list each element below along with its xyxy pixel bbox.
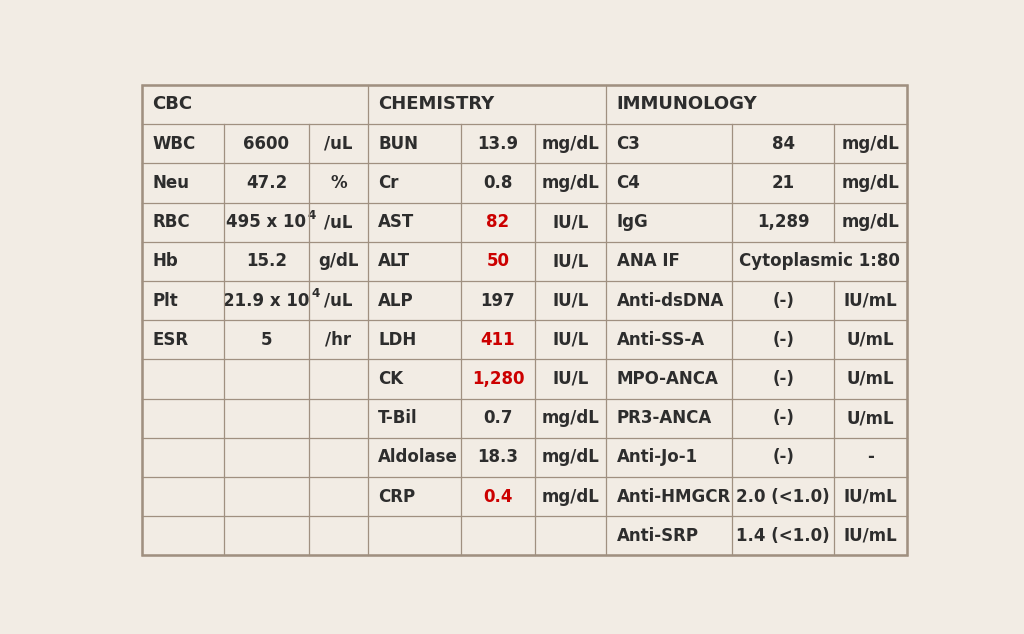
Text: U/mL: U/mL <box>847 409 895 427</box>
Text: 1,280: 1,280 <box>472 370 524 388</box>
Text: 5: 5 <box>261 331 272 349</box>
Text: /uL: /uL <box>325 213 352 231</box>
Text: g/dL: g/dL <box>318 252 358 270</box>
Text: 197: 197 <box>480 292 515 309</box>
Text: IU/mL: IU/mL <box>844 292 898 309</box>
Text: /hr: /hr <box>326 331 351 349</box>
Text: Hb: Hb <box>153 252 178 270</box>
Text: Plt: Plt <box>153 292 178 309</box>
Text: ESR: ESR <box>153 331 188 349</box>
Text: 411: 411 <box>480 331 515 349</box>
Text: RBC: RBC <box>153 213 190 231</box>
Text: 495 x 10: 495 x 10 <box>226 213 306 231</box>
Text: (-): (-) <box>772 292 795 309</box>
Text: ALT: ALT <box>378 252 411 270</box>
Text: IMMUNOLOGY: IMMUNOLOGY <box>616 96 758 113</box>
Text: U/mL: U/mL <box>847 331 895 349</box>
Text: 47.2: 47.2 <box>246 174 287 192</box>
Text: (-): (-) <box>772 370 795 388</box>
Text: T-Bil: T-Bil <box>378 409 418 427</box>
Text: U/mL: U/mL <box>847 370 895 388</box>
Text: IU/L: IU/L <box>552 370 589 388</box>
Text: CBC: CBC <box>153 96 193 113</box>
Text: %: % <box>330 174 347 192</box>
Text: 0.7: 0.7 <box>483 409 513 427</box>
Text: IU/L: IU/L <box>552 213 589 231</box>
Text: 0.4: 0.4 <box>483 488 513 506</box>
Text: mg/dL: mg/dL <box>542 134 599 153</box>
Text: 84: 84 <box>772 134 795 153</box>
Text: AST: AST <box>378 213 415 231</box>
Text: 0.8: 0.8 <box>483 174 513 192</box>
Text: 50: 50 <box>486 252 510 270</box>
Text: IU/L: IU/L <box>552 292 589 309</box>
Text: CRP: CRP <box>378 488 415 506</box>
Text: (-): (-) <box>772 409 795 427</box>
Text: C3: C3 <box>616 134 640 153</box>
Text: 2.0 (<1.0): 2.0 (<1.0) <box>736 488 830 506</box>
Text: IU/L: IU/L <box>552 331 589 349</box>
Text: Cytoplasmic 1:80: Cytoplasmic 1:80 <box>739 252 900 270</box>
Text: mg/dL: mg/dL <box>542 448 599 467</box>
Text: mg/dL: mg/dL <box>842 134 900 153</box>
Text: IU/L: IU/L <box>552 252 589 270</box>
Text: Anti-SRP: Anti-SRP <box>616 527 698 545</box>
Text: IU/mL: IU/mL <box>844 527 898 545</box>
Text: CK: CK <box>378 370 403 388</box>
Text: CHEMISTRY: CHEMISTRY <box>378 96 495 113</box>
Text: WBC: WBC <box>153 134 196 153</box>
Text: 21.9 x 10: 21.9 x 10 <box>223 292 309 309</box>
Text: (-): (-) <box>772 331 795 349</box>
Text: 18.3: 18.3 <box>477 448 518 467</box>
Text: 82: 82 <box>486 213 510 231</box>
Text: mg/dL: mg/dL <box>542 409 599 427</box>
Text: 15.2: 15.2 <box>246 252 287 270</box>
Text: 4: 4 <box>308 209 316 222</box>
Text: (-): (-) <box>772 448 795 467</box>
Text: 1,289: 1,289 <box>757 213 810 231</box>
Text: LDH: LDH <box>378 331 417 349</box>
Text: 6600: 6600 <box>244 134 290 153</box>
Text: BUN: BUN <box>378 134 418 153</box>
Text: Anti-HMGCR: Anti-HMGCR <box>616 488 731 506</box>
Text: ALP: ALP <box>378 292 414 309</box>
Text: Anti-SS-A: Anti-SS-A <box>616 331 705 349</box>
Text: mg/dL: mg/dL <box>842 213 900 231</box>
Text: PR3-ANCA: PR3-ANCA <box>616 409 712 427</box>
Text: mg/dL: mg/dL <box>542 174 599 192</box>
Text: /uL: /uL <box>325 292 352 309</box>
Text: ANA IF: ANA IF <box>616 252 679 270</box>
Text: -: - <box>867 448 874 467</box>
Text: 4: 4 <box>311 287 319 301</box>
Text: 1.4 (<1.0): 1.4 (<1.0) <box>736 527 830 545</box>
Text: Neu: Neu <box>153 174 189 192</box>
Text: 13.9: 13.9 <box>477 134 518 153</box>
Text: C4: C4 <box>616 174 640 192</box>
Text: Anti-dsDNA: Anti-dsDNA <box>616 292 724 309</box>
Text: MPO-ANCA: MPO-ANCA <box>616 370 719 388</box>
Text: IgG: IgG <box>616 213 648 231</box>
Text: mg/dL: mg/dL <box>542 488 599 506</box>
Text: mg/dL: mg/dL <box>842 174 900 192</box>
Text: Anti-Jo-1: Anti-Jo-1 <box>616 448 697 467</box>
Text: Aldolase: Aldolase <box>378 448 458 467</box>
Text: IU/mL: IU/mL <box>844 488 898 506</box>
Text: 21: 21 <box>772 174 795 192</box>
Text: Cr: Cr <box>378 174 398 192</box>
Text: /uL: /uL <box>325 134 352 153</box>
